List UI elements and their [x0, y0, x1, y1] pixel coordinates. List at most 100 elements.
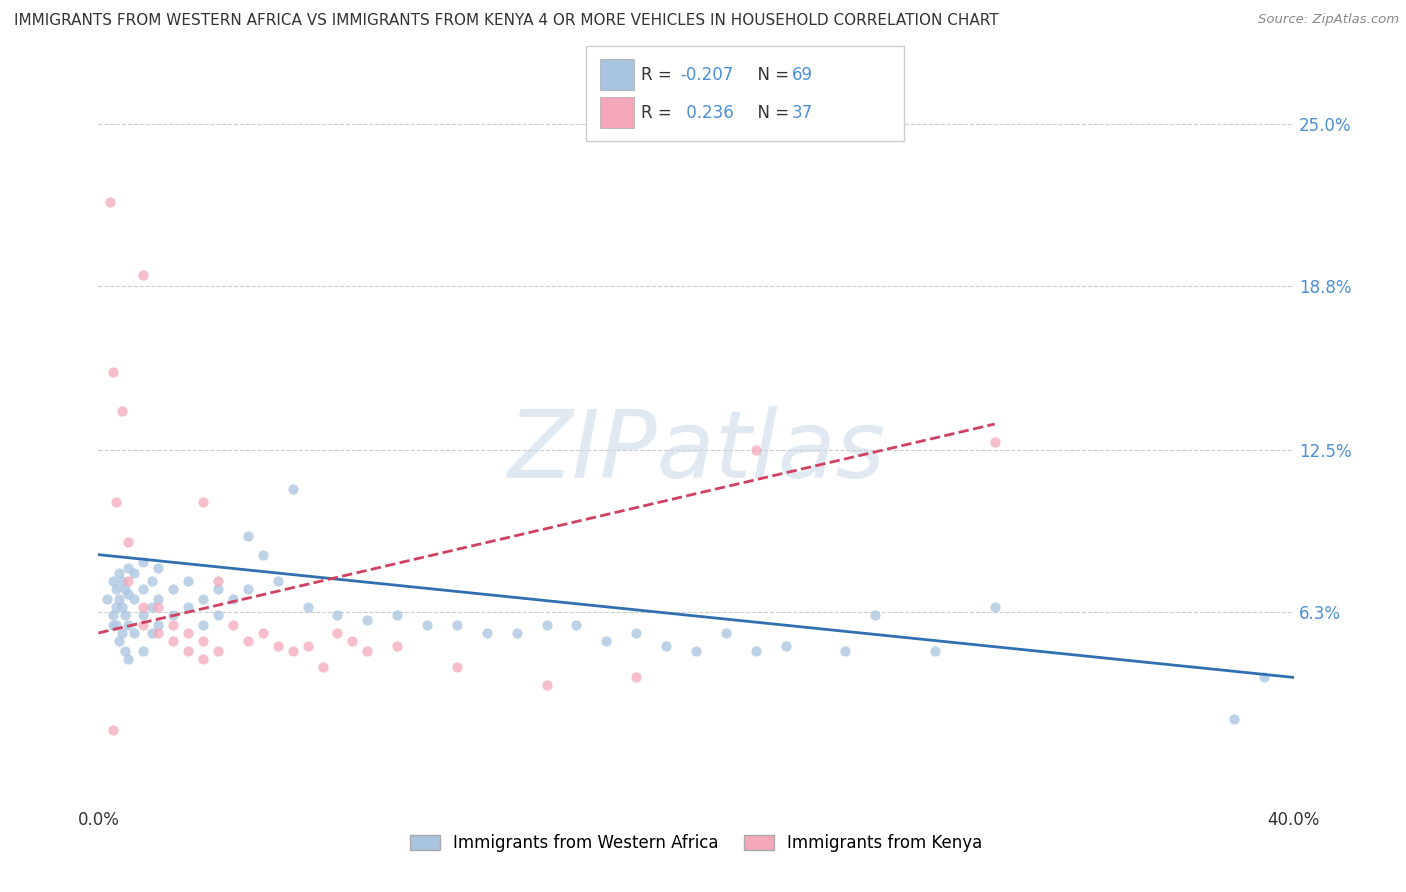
Point — [385, 639, 409, 653]
Point — [132, 268, 155, 282]
Point — [132, 607, 155, 622]
Point — [297, 599, 319, 614]
Point — [775, 639, 797, 653]
Point — [595, 633, 617, 648]
Point — [311, 660, 333, 674]
Point — [626, 626, 648, 640]
Point — [141, 626, 163, 640]
Text: ZIPatlas: ZIPatlas — [508, 406, 884, 497]
Text: N =: N = — [747, 104, 794, 122]
Point — [191, 633, 214, 648]
Point — [108, 633, 131, 648]
Text: 69: 69 — [792, 66, 813, 84]
Point — [207, 607, 229, 622]
Point — [565, 618, 588, 632]
Point — [117, 574, 139, 588]
Point — [267, 574, 290, 588]
Text: -0.207: -0.207 — [681, 66, 734, 84]
Point — [236, 582, 259, 596]
Point — [745, 443, 768, 458]
Point — [117, 587, 139, 601]
Point — [342, 633, 364, 648]
Point — [191, 592, 214, 607]
Point — [162, 582, 184, 596]
Point — [297, 639, 319, 653]
Point — [103, 574, 125, 588]
Point — [1253, 670, 1275, 684]
Point — [132, 618, 155, 632]
Point — [252, 626, 274, 640]
Point — [103, 607, 125, 622]
Point — [117, 534, 139, 549]
Point — [506, 626, 529, 640]
Point — [148, 560, 170, 574]
Point — [105, 599, 128, 614]
Point — [207, 582, 229, 596]
Point — [103, 618, 125, 632]
Point — [446, 660, 468, 674]
Point — [984, 435, 1007, 450]
Point — [148, 618, 170, 632]
Point — [655, 639, 678, 653]
Point — [191, 495, 214, 509]
Text: N =: N = — [747, 66, 794, 84]
Point — [416, 618, 439, 632]
Point — [103, 365, 125, 379]
Point — [105, 582, 128, 596]
Point — [117, 618, 139, 632]
Point — [148, 626, 170, 640]
Point — [267, 639, 290, 653]
Point — [177, 599, 200, 614]
Point — [114, 607, 136, 622]
Point — [385, 607, 409, 622]
Point — [685, 644, 707, 658]
Point — [446, 618, 468, 632]
Point — [356, 644, 378, 658]
Point — [865, 607, 887, 622]
Point — [103, 723, 125, 737]
Point — [222, 592, 245, 607]
Point — [252, 548, 274, 562]
Point — [108, 566, 131, 580]
Point — [984, 599, 1007, 614]
Point — [98, 194, 122, 209]
Point — [207, 644, 229, 658]
Point — [326, 626, 349, 640]
Point — [191, 618, 214, 632]
Point — [236, 529, 259, 543]
Point — [111, 574, 134, 588]
Point — [132, 644, 155, 658]
Point — [117, 560, 139, 574]
Point — [111, 404, 134, 418]
Text: R =: R = — [641, 104, 678, 122]
Point — [475, 626, 498, 640]
Point — [222, 618, 245, 632]
Point — [96, 592, 118, 607]
Point — [162, 607, 184, 622]
Text: Source: ZipAtlas.com: Source: ZipAtlas.com — [1258, 13, 1399, 27]
Point — [924, 644, 946, 658]
Point — [124, 592, 146, 607]
Point — [834, 644, 856, 658]
Point — [162, 618, 184, 632]
Point — [207, 574, 229, 588]
Point — [148, 592, 170, 607]
Point — [326, 607, 349, 622]
Point — [105, 495, 128, 509]
Text: 0.236: 0.236 — [681, 104, 734, 122]
Text: R =: R = — [641, 66, 678, 84]
Point — [536, 618, 558, 632]
Point — [105, 618, 128, 632]
Point — [162, 633, 184, 648]
Point — [626, 670, 648, 684]
Point — [236, 633, 259, 648]
Point — [177, 644, 200, 658]
Point — [177, 626, 200, 640]
Point — [141, 574, 163, 588]
Point — [111, 599, 134, 614]
Legend: Immigrants from Western Africa, Immigrants from Kenya: Immigrants from Western Africa, Immigran… — [402, 826, 990, 860]
Text: IMMIGRANTS FROM WESTERN AFRICA VS IMMIGRANTS FROM KENYA 4 OR MORE VEHICLES IN HO: IMMIGRANTS FROM WESTERN AFRICA VS IMMIGR… — [14, 13, 998, 29]
Point — [177, 574, 200, 588]
Point — [536, 678, 558, 692]
Point — [132, 599, 155, 614]
